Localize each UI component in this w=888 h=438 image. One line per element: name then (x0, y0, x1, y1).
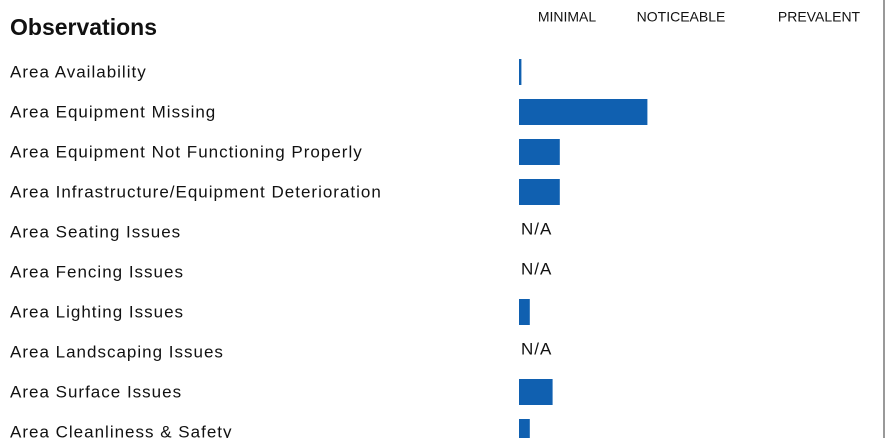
bar (519, 419, 530, 438)
category-label: Area Availability (10, 62, 147, 81)
bar (519, 139, 560, 165)
category-label: Area Fencing Issues (10, 262, 184, 281)
value-label: N/A (521, 219, 552, 238)
bar (519, 59, 522, 85)
x-tick-label: MINIMAL (538, 9, 597, 25)
x-tick-label: PREVALENT (778, 9, 861, 25)
category-label: Area Equipment Not Functioning Properly (10, 142, 363, 161)
category-label: Area Landscaping Issues (10, 342, 224, 361)
value-label: N/A (521, 339, 552, 358)
category-label: Area Seating Issues (10, 222, 181, 241)
category-label: Area Cleanliness & Safety (10, 422, 233, 438)
category-label: Area Surface Issues (10, 382, 182, 401)
category-label: Area Lighting Issues (10, 302, 184, 321)
chart-title: Observations (10, 14, 157, 40)
category-label: Area Infrastructure/Equipment Deteriorat… (10, 182, 382, 201)
bar (519, 179, 560, 205)
value-label: N/A (521, 259, 552, 278)
x-tick-label: NOTICEABLE (637, 9, 726, 25)
bar (519, 99, 648, 125)
bar (519, 379, 553, 405)
bar (519, 299, 530, 325)
category-label: Area Equipment Missing (10, 102, 216, 121)
